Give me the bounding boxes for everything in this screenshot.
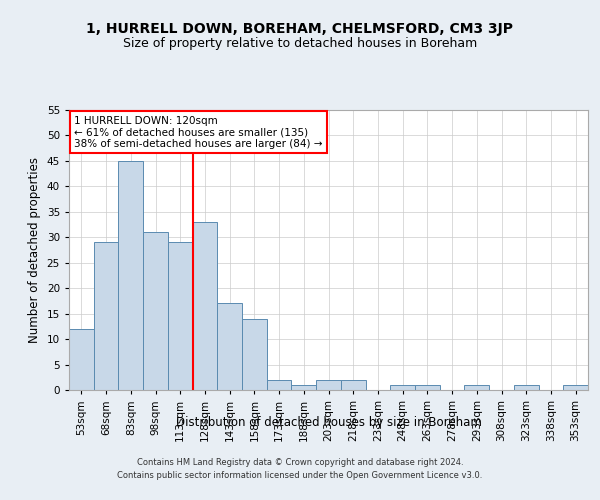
Text: 1 HURRELL DOWN: 120sqm
← 61% of detached houses are smaller (135)
38% of semi-de: 1 HURRELL DOWN: 120sqm ← 61% of detached… bbox=[74, 116, 323, 149]
Bar bbox=[292, 385, 316, 390]
Text: Contains HM Land Registry data © Crown copyright and database right 2024.: Contains HM Land Registry data © Crown c… bbox=[137, 458, 463, 467]
Bar bbox=[193, 222, 217, 390]
Bar bbox=[242, 318, 267, 390]
Bar bbox=[341, 380, 365, 390]
Text: Size of property relative to detached houses in Boreham: Size of property relative to detached ho… bbox=[123, 38, 477, 51]
Bar bbox=[415, 385, 440, 390]
Bar bbox=[514, 385, 539, 390]
Bar bbox=[464, 385, 489, 390]
Bar bbox=[563, 385, 588, 390]
Text: Distribution of detached houses by size in Boreham: Distribution of detached houses by size … bbox=[176, 416, 482, 429]
Bar bbox=[168, 242, 193, 390]
Text: 1, HURRELL DOWN, BOREHAM, CHELMSFORD, CM3 3JP: 1, HURRELL DOWN, BOREHAM, CHELMSFORD, CM… bbox=[86, 22, 514, 36]
Bar bbox=[390, 385, 415, 390]
Bar bbox=[267, 380, 292, 390]
Bar bbox=[217, 304, 242, 390]
Bar bbox=[118, 161, 143, 390]
Text: Contains public sector information licensed under the Open Government Licence v3: Contains public sector information licen… bbox=[118, 472, 482, 480]
Bar bbox=[316, 380, 341, 390]
Bar bbox=[143, 232, 168, 390]
Y-axis label: Number of detached properties: Number of detached properties bbox=[28, 157, 41, 343]
Bar bbox=[69, 329, 94, 390]
Bar bbox=[94, 242, 118, 390]
